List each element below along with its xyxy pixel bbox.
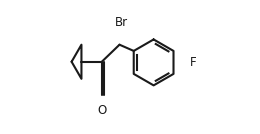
Text: O: O <box>97 104 106 117</box>
Text: F: F <box>190 56 196 69</box>
Text: Br: Br <box>115 16 128 29</box>
